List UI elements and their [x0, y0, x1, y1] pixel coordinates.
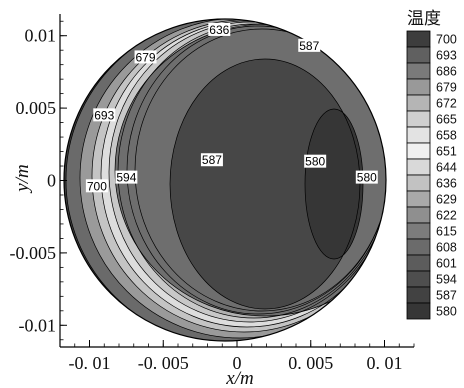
legend-swatch: [406, 270, 431, 288]
y-tick-label: 0: [47, 171, 56, 191]
legend-label: 615: [436, 225, 457, 239]
contour-label: 587: [298, 38, 321, 53]
y-tick-label: 0.005: [16, 98, 57, 118]
contour-label-bg: [134, 50, 157, 64]
legend-label: 601: [436, 257, 457, 271]
contour-label-bg: [355, 170, 378, 184]
legend: 温度 700 693 686 679 672 665 658 651 644 636 629 622 6…: [406, 9, 457, 320]
legend-label: 651: [436, 145, 457, 159]
legend-label: 693: [436, 49, 457, 63]
legend-label: 587: [436, 289, 457, 303]
contour-label-text: 679: [136, 50, 156, 64]
legend-swatch: [406, 286, 431, 304]
legend-label: 658: [436, 129, 457, 143]
contour-label-bg: [93, 108, 116, 122]
legend-label: 665: [436, 113, 457, 127]
band-587: [170, 59, 360, 309]
contour-label: 693: [93, 108, 116, 122]
contour-label-bg: [85, 179, 108, 193]
y-axis-title: y/m: [12, 164, 33, 193]
legend-swatch: [406, 254, 431, 272]
contour-label-text: 580: [305, 155, 325, 169]
contour-label: 700: [85, 179, 108, 193]
contour-label: 636: [208, 22, 231, 37]
contour-label: 580: [355, 170, 378, 185]
legend-label: 636: [436, 177, 457, 191]
contour-label-text: 580: [357, 171, 377, 185]
contour-label: 594: [115, 170, 138, 185]
legend-swatch: [406, 126, 431, 144]
legend-label: 700: [436, 33, 457, 47]
axes: -0. 01 -0. 005 0 0. 005 0. 01 -0.01 -0.005 0 0.0…: [10, 14, 415, 373]
x-tick-label: 0: [233, 353, 242, 373]
legend-title: 温度: [407, 9, 441, 29]
y-tick-label: 0.01: [25, 26, 57, 46]
legend-swatch: [406, 142, 431, 160]
legend-swatch: [406, 62, 431, 80]
legend-swatch: [406, 238, 431, 256]
legend-label: 580: [436, 305, 457, 319]
legend-swatch: [406, 174, 431, 192]
contour-labels: 636 587 679 693 587 580 580 594 700: [85, 22, 378, 193]
legend-swatch: [406, 190, 431, 208]
contour-label-text: 693: [94, 108, 114, 122]
contour-label-bg: [304, 154, 327, 168]
contour-label-text: 587: [299, 39, 319, 53]
x-tick-label: 0. 005: [288, 353, 333, 373]
y-tick-label: -0.005: [10, 243, 57, 263]
legend-swatch: [406, 206, 431, 224]
contour-label: 679: [134, 50, 157, 64]
legend-swatch: [406, 110, 431, 128]
legend-swatch: [406, 302, 431, 320]
contour-label-bg: [200, 153, 223, 167]
x-tick-label: -0. 01: [69, 353, 111, 373]
contour-label: 587: [200, 153, 223, 167]
contour-field: [64, 19, 386, 341]
legend-swatch: [406, 78, 431, 96]
legend-label: 686: [436, 65, 457, 79]
legend-swatch: [406, 222, 431, 240]
contour-label: 580: [304, 154, 327, 169]
legend-swatch: [406, 94, 431, 112]
legend-label: 672: [436, 97, 457, 111]
band-580: [305, 109, 363, 259]
contour-label-text: 587: [202, 153, 222, 167]
legend-swatch: [406, 30, 431, 48]
legend-swatch: [406, 158, 431, 176]
contour-label-bg: [115, 170, 138, 184]
y-tick-label: -0.01: [19, 315, 57, 335]
contour-label-bg: [298, 38, 321, 52]
legend-label: 608: [436, 241, 457, 255]
x-tick-label: 0. 01: [367, 353, 403, 373]
x-axis-title: x/m: [225, 368, 253, 388]
contour-label-text: 594: [116, 171, 136, 185]
x-tick-label: -0. 005: [138, 353, 189, 373]
legend-swatch: [406, 46, 431, 64]
legend-label: 629: [436, 193, 457, 207]
contour-label-text: 636: [209, 23, 229, 37]
legend-label: 679: [436, 81, 457, 95]
legend-label: 644: [436, 161, 457, 175]
legend-label: 594: [436, 273, 457, 287]
contour-label-text: 700: [87, 179, 107, 193]
contour-label-bg: [208, 22, 231, 36]
legend-label: 622: [436, 209, 457, 223]
